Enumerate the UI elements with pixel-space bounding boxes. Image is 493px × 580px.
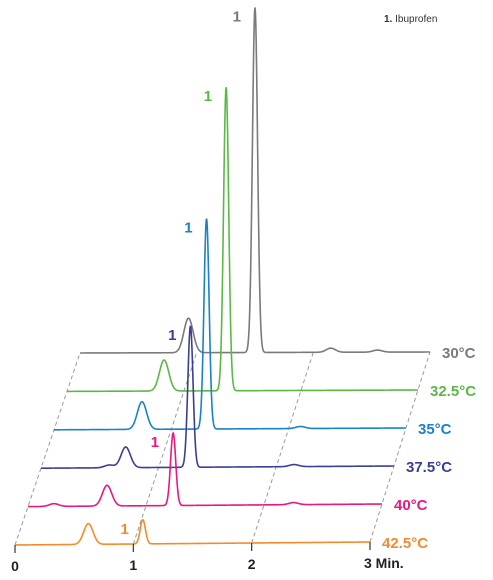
x-axis-ticks: 0 1 2 3 Min. (11, 542, 404, 574)
trace-line (80, 7, 430, 354)
grid-guide-line (14, 352, 81, 546)
trace-line (28, 431, 382, 508)
x-tick-label: 1 (129, 557, 137, 573)
x-tick-label: 2 (248, 556, 256, 572)
temperature-label: 30°C (442, 345, 476, 362)
peak-label: 1 (204, 88, 212, 105)
trace-line (67, 87, 418, 393)
trace-line (54, 218, 406, 431)
peak-label: 1 (151, 434, 159, 451)
temperature-label: 40°C (394, 497, 428, 514)
x-tick-label: 0 (11, 558, 19, 574)
peak-label: 1 (184, 220, 192, 237)
grid-guide-line (369, 351, 431, 543)
legend: 1. Ibuprofen (384, 14, 437, 25)
trace-line (41, 325, 394, 469)
temperature-label: 35°C (418, 421, 452, 438)
legend-entry: 1. Ibuprofen (384, 14, 437, 25)
legend-number: 1. (384, 14, 393, 25)
peak-label: 1 (120, 521, 128, 538)
peak-label: 1 (168, 327, 176, 344)
grid-guide-line (251, 352, 314, 544)
grid-guide-line (132, 352, 198, 545)
perspective-guides (14, 351, 431, 546)
temperature-label: 32.5°C (430, 383, 476, 400)
temperature-label: 37.5°C (406, 459, 452, 476)
chromatogram-traces: 1 30°C 1 32.5°C 1 35°C 1 37.5°C 1 40°C 1 42.5°C (15, 7, 476, 552)
temperature-label: 42.5°C (382, 535, 428, 552)
trace-line (15, 518, 370, 546)
legend-label: Ibuprofen (395, 14, 437, 25)
x-tick-label: 3 Min. (364, 555, 404, 571)
peak-label: 1 (233, 9, 241, 26)
